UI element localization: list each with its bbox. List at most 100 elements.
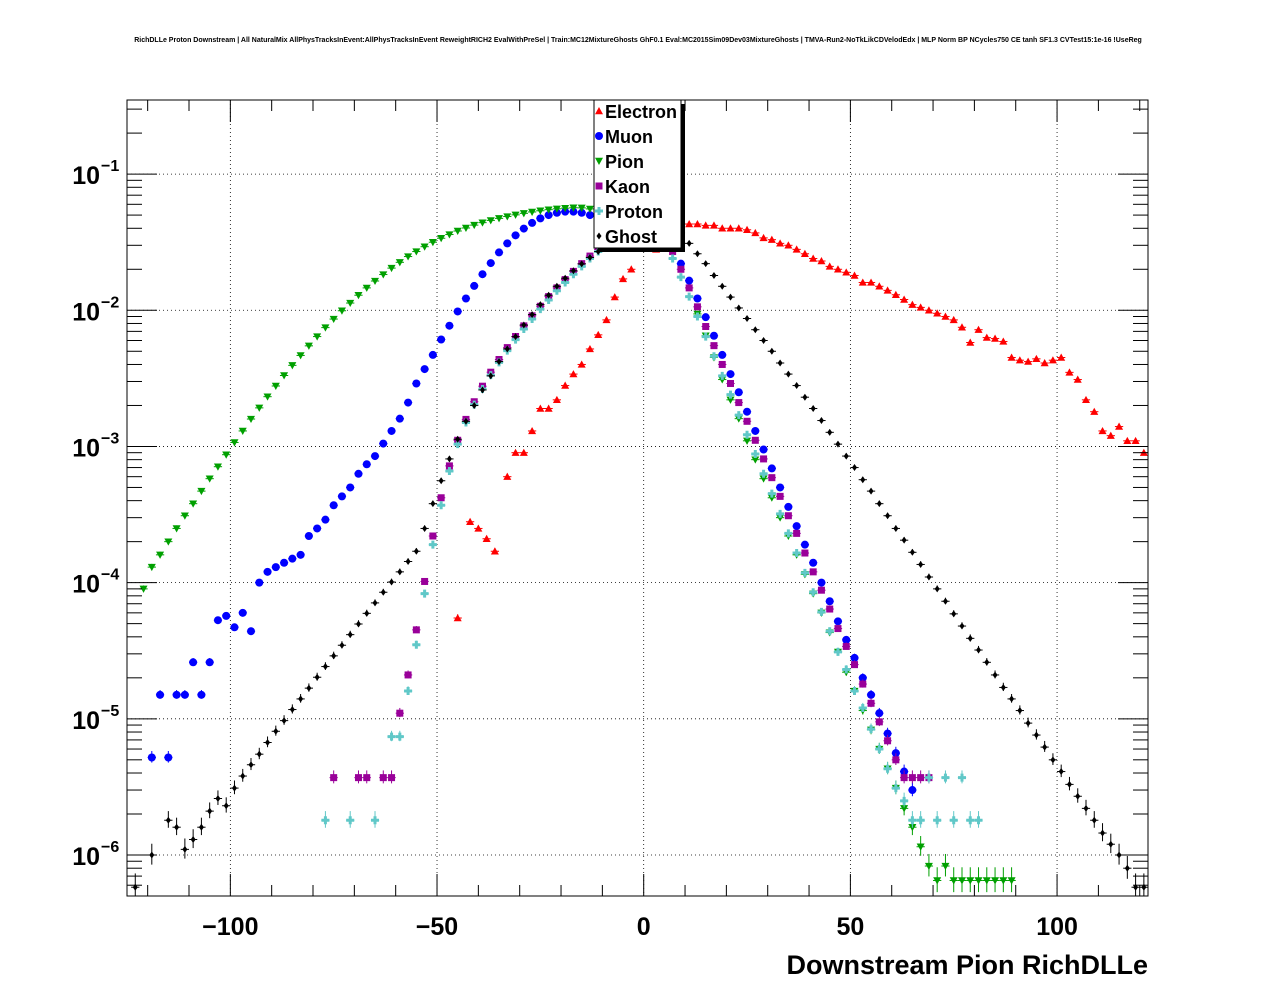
data-point: [759, 445, 768, 454]
data-marker: [189, 500, 198, 508]
data-point: [602, 315, 611, 324]
data-marker: [238, 427, 247, 435]
data-point: [362, 609, 371, 617]
data-point: [387, 426, 396, 435]
data-marker: [949, 816, 958, 825]
data-point: [742, 417, 752, 425]
data-marker: [1007, 353, 1016, 361]
data-point: [412, 379, 421, 388]
data-marker: [941, 862, 950, 871]
y-tick-base: 10: [72, 162, 100, 190]
data-point: [701, 332, 710, 341]
data-point: [899, 295, 909, 303]
data-point: [403, 686, 413, 696]
data-point: [809, 588, 818, 597]
data-point: [924, 573, 934, 581]
data-marker: [760, 455, 768, 463]
data-marker: [164, 753, 173, 762]
data-marker: [842, 268, 851, 276]
data-point: [213, 790, 223, 806]
data-marker: [470, 221, 479, 230]
data-point: [395, 568, 404, 576]
data-point: [511, 333, 520, 341]
data-marker: [751, 456, 760, 464]
data-marker: [751, 228, 760, 237]
data-marker: [437, 335, 446, 344]
data-marker: [544, 206, 553, 214]
data-marker: [529, 311, 535, 319]
x-tick-label: 100: [1036, 913, 1078, 941]
data-marker: [230, 623, 239, 632]
data-marker: [174, 823, 180, 831]
data-point: [974, 811, 983, 828]
data-marker: [1057, 353, 1066, 361]
data-point: [527, 208, 537, 216]
data-point: [246, 415, 256, 424]
data-marker: [957, 773, 966, 782]
data-marker: [676, 273, 685, 282]
data-marker: [693, 312, 702, 321]
data-marker: [710, 342, 718, 350]
data-marker: [544, 295, 553, 304]
data-marker: [933, 309, 942, 317]
data-point: [379, 588, 388, 596]
data-point: [858, 702, 867, 713]
data-marker: [743, 417, 751, 425]
data-marker: [453, 307, 462, 316]
data-marker: [759, 475, 768, 483]
data-point: [759, 233, 768, 242]
data-marker: [1017, 707, 1023, 715]
data-point: [304, 683, 314, 692]
data-marker: [726, 390, 735, 399]
data-marker: [827, 428, 833, 436]
data-point: [899, 770, 909, 784]
data-point: [346, 483, 355, 492]
data-point: [470, 221, 479, 230]
data-marker: [405, 557, 411, 565]
data-point: [957, 867, 967, 893]
data-point: [465, 517, 475, 525]
data-point: [800, 549, 810, 557]
y-tick-base: 10: [72, 298, 100, 326]
data-marker: [776, 509, 785, 518]
data-marker: [769, 347, 775, 355]
data-marker: [420, 589, 429, 598]
data-marker: [313, 524, 322, 533]
data-point: [412, 640, 421, 649]
data-marker: [951, 610, 957, 618]
data-marker: [833, 265, 842, 273]
data-point: [941, 312, 950, 320]
data-marker: [843, 452, 849, 460]
legend-item-kaon: Kaon: [595, 177, 650, 197]
data-marker: [445, 462, 453, 470]
data-point: [536, 301, 545, 309]
data-marker: [982, 877, 991, 885]
data-marker: [817, 607, 826, 616]
data-marker: [924, 773, 933, 782]
data-point: [693, 312, 702, 321]
data-marker: [404, 398, 413, 407]
data-point: [1131, 436, 1140, 445]
data-marker: [933, 816, 942, 825]
data-point: [536, 214, 545, 223]
data-marker: [172, 525, 181, 533]
data-marker: [147, 753, 156, 762]
data-marker: [321, 816, 330, 825]
y-tick-label: 10 −3: [72, 430, 119, 462]
data-point: [155, 689, 165, 699]
data-marker: [883, 764, 892, 773]
y-tick-label: 10 −6: [72, 839, 119, 871]
data-marker: [784, 502, 793, 511]
data-marker: [867, 278, 876, 286]
data-point: [908, 770, 917, 784]
data-marker: [536, 305, 545, 314]
data-point: [370, 811, 380, 828]
data-marker: [966, 338, 975, 346]
data-marker: [842, 665, 851, 674]
data-marker: [577, 204, 586, 212]
data-point: [866, 698, 876, 708]
data-point: [503, 345, 512, 353]
data-point: [949, 610, 958, 618]
data-marker: [1073, 375, 1082, 383]
data-point: [255, 578, 264, 587]
